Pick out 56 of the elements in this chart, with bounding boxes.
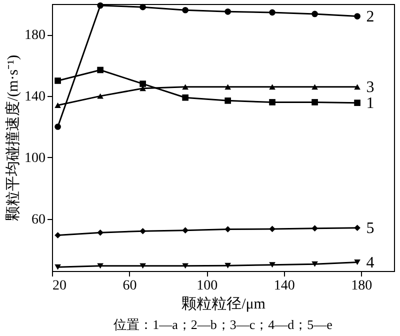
x-tick-label: 180 (351, 278, 372, 294)
point (54, 232, 61, 238)
point (224, 226, 231, 232)
point (97, 93, 104, 99)
point (269, 262, 276, 268)
point (269, 99, 276, 106)
point (224, 262, 231, 268)
series-label: 2 (366, 8, 374, 26)
point (140, 228, 146, 234)
series-label: 4 (366, 254, 374, 272)
point (54, 102, 61, 108)
point (140, 263, 146, 269)
point (182, 94, 188, 101)
point (354, 260, 360, 265)
series-label: 1 (366, 94, 374, 112)
point (312, 225, 318, 232)
point (182, 227, 188, 234)
x-tick-label: 140 (274, 278, 295, 294)
x-tick-label: 60 (122, 278, 137, 294)
point (182, 6, 188, 14)
point (182, 84, 188, 90)
series-label: 5 (366, 220, 374, 237)
y-axis-title: 颗粒平均碰撞速度/(m·s⁻¹) (4, 54, 22, 222)
point (97, 66, 104, 74)
series-label: 3 (366, 78, 374, 96)
point (224, 8, 231, 15)
point (354, 13, 360, 20)
x-tick-label: 100 (196, 278, 218, 294)
x-axis-title: 颗粒粒径/μm (182, 296, 266, 312)
point (97, 229, 104, 236)
point (312, 99, 318, 106)
point (54, 264, 61, 270)
point (224, 98, 231, 104)
point (54, 124, 61, 130)
point (354, 84, 360, 90)
text: 位置：1—a；2—b；3—c；4—d；5—e (114, 317, 333, 332)
point (54, 78, 61, 84)
y-tick-label: 100 (24, 150, 46, 166)
point (140, 4, 146, 10)
point (140, 80, 146, 87)
point (97, 263, 104, 269)
point (269, 84, 276, 90)
point (312, 84, 318, 90)
y-tick-label: 60 (32, 212, 46, 228)
point (269, 226, 276, 232)
y-tick-label: 140 (24, 90, 46, 105)
point (354, 224, 360, 232)
point (312, 10, 318, 18)
point (182, 263, 188, 269)
point (312, 261, 318, 267)
point (269, 9, 276, 16)
x-tick-label: 20 (52, 278, 66, 294)
y-tick-label: 180 (24, 28, 46, 44)
point (224, 84, 231, 90)
point (97, 2, 104, 9)
point (354, 100, 360, 106)
